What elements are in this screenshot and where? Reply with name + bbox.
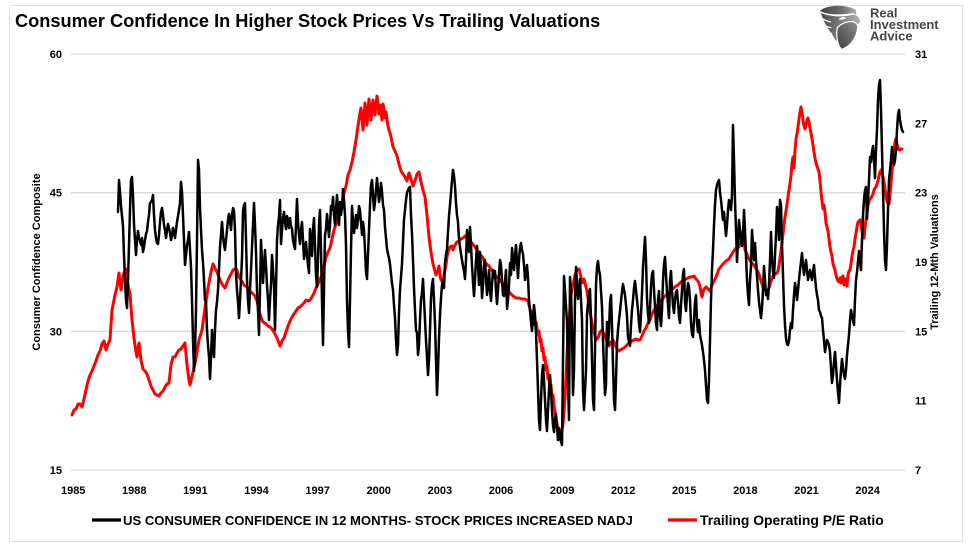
svg-text:US CONSUMER CONFIDENCE IN 12 M: US CONSUMER CONFIDENCE IN 12 MONTHS- STO… bbox=[123, 513, 633, 528]
svg-text:45: 45 bbox=[50, 188, 62, 200]
svg-text:Consumer Confidence Composite: Consumer Confidence Composite bbox=[31, 173, 43, 350]
svg-text:1988: 1988 bbox=[122, 485, 146, 497]
svg-text:2021: 2021 bbox=[794, 485, 818, 497]
svg-text:2000: 2000 bbox=[366, 485, 390, 497]
svg-text:60: 60 bbox=[50, 49, 62, 61]
svg-text:15: 15 bbox=[50, 465, 62, 477]
svg-text:31: 31 bbox=[915, 49, 927, 61]
svg-text:2024: 2024 bbox=[855, 485, 880, 497]
svg-text:1994: 1994 bbox=[244, 485, 269, 497]
svg-text:30: 30 bbox=[50, 326, 62, 338]
svg-text:Trailing Operating P/E Ratio: Trailing Operating P/E Ratio bbox=[700, 512, 884, 528]
svg-text:2018: 2018 bbox=[733, 485, 757, 497]
svg-text:2003: 2003 bbox=[428, 485, 452, 497]
svg-text:Advice: Advice bbox=[870, 29, 913, 44]
svg-text:15: 15 bbox=[915, 326, 927, 338]
svg-text:11: 11 bbox=[915, 396, 927, 408]
svg-text:2006: 2006 bbox=[489, 485, 513, 497]
svg-text:Investment: Investment bbox=[870, 17, 939, 32]
svg-text:7: 7 bbox=[915, 465, 921, 477]
svg-text:Trailing 12-Mth Valuations: Trailing 12-Mth Valuations bbox=[929, 194, 941, 330]
svg-text:23: 23 bbox=[915, 188, 927, 200]
svg-text:27: 27 bbox=[915, 118, 927, 130]
svg-text:2009: 2009 bbox=[550, 485, 574, 497]
svg-text:1985: 1985 bbox=[61, 485, 85, 497]
svg-text:1997: 1997 bbox=[305, 485, 329, 497]
svg-text:2012: 2012 bbox=[611, 485, 635, 497]
svg-text:Real: Real bbox=[870, 6, 897, 21]
svg-text:2015: 2015 bbox=[672, 485, 696, 497]
svg-text:1991: 1991 bbox=[183, 485, 207, 497]
svg-text:19: 19 bbox=[915, 257, 927, 269]
